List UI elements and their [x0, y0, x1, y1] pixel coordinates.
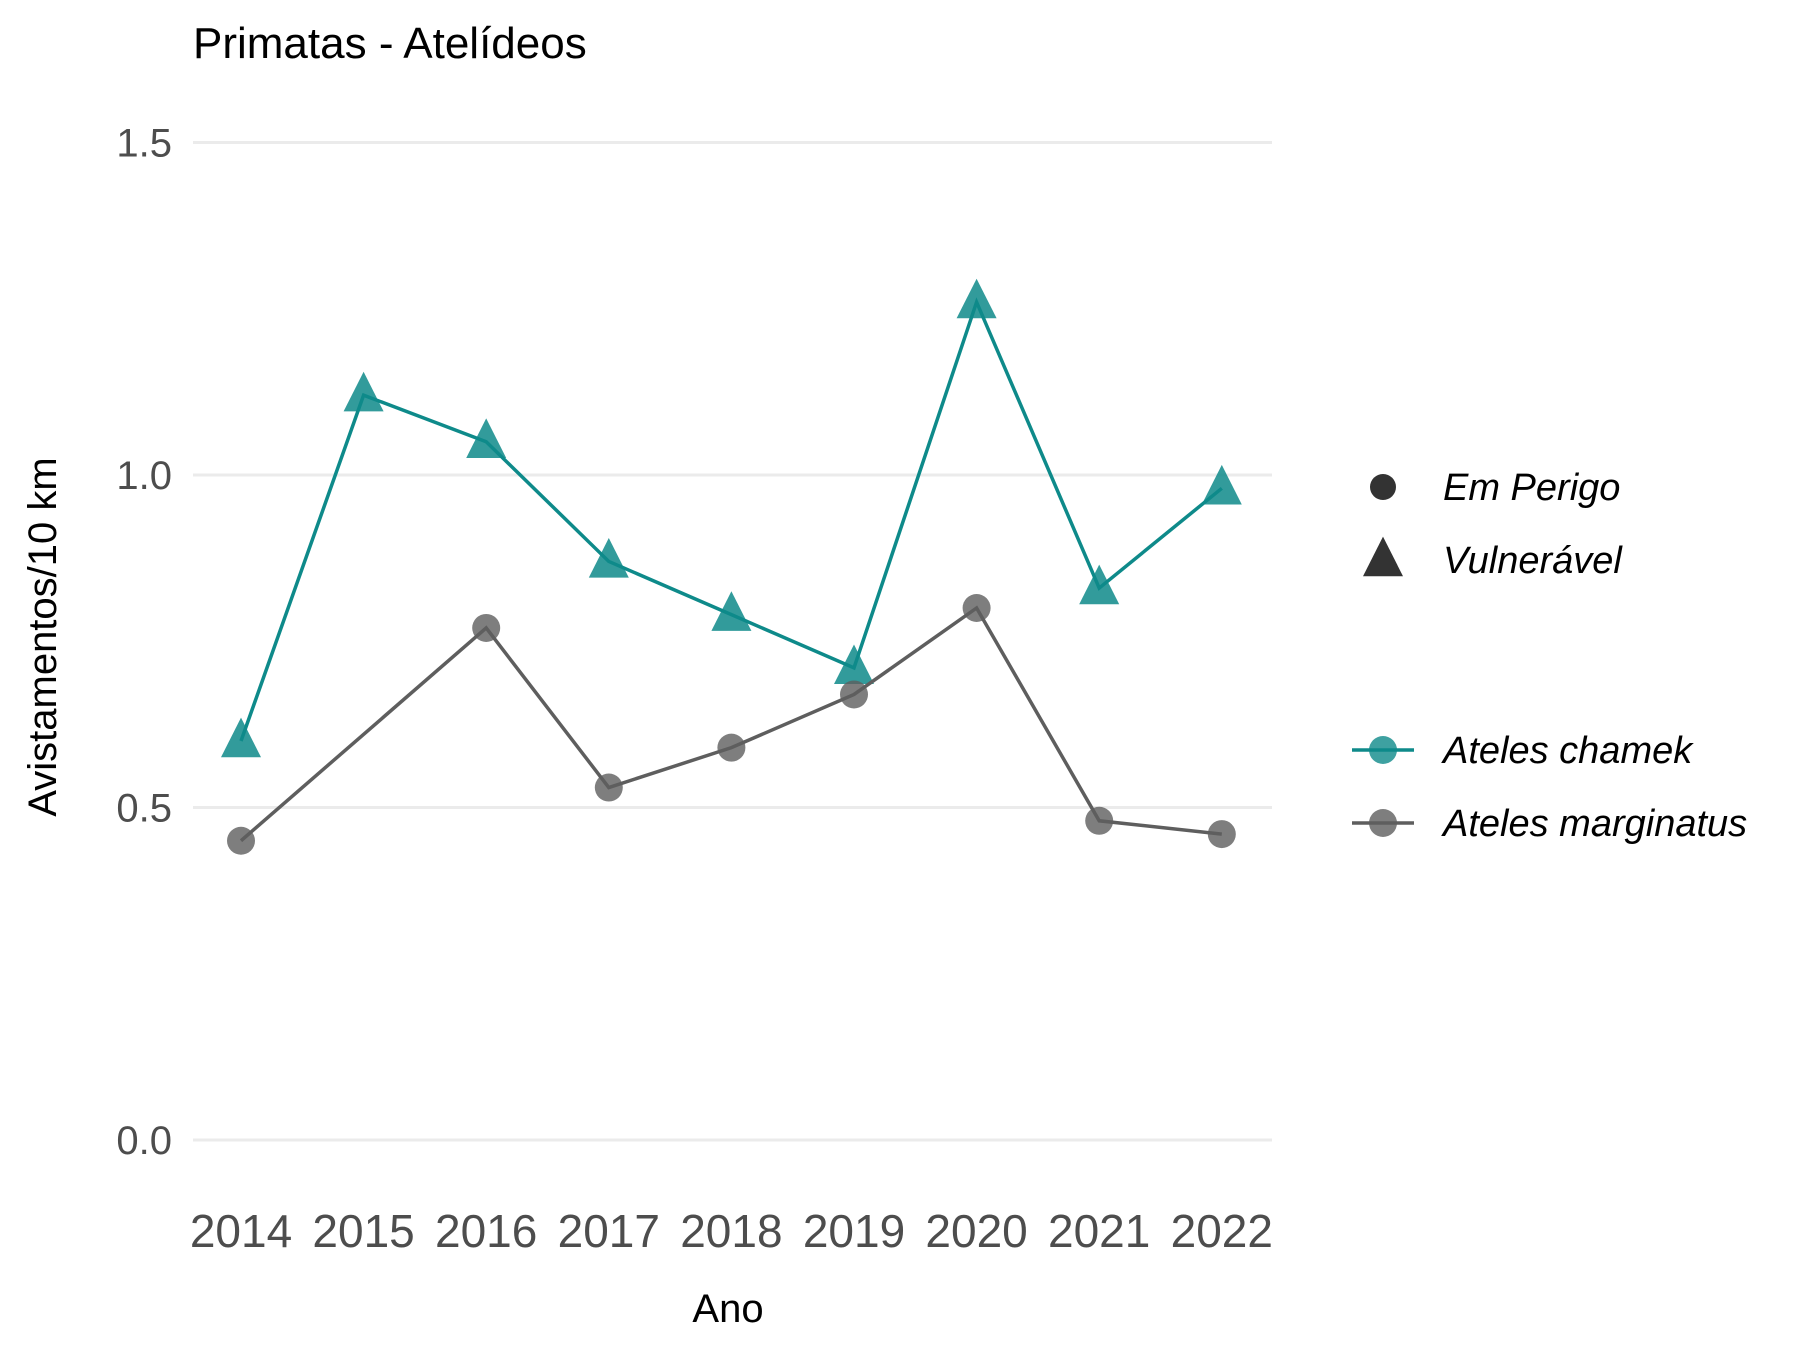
x-tick-label: 2015	[312, 1205, 414, 1257]
legend-triangle-key	[1363, 536, 1403, 577]
legend-label: Ateles marginatus	[1441, 803, 1747, 845]
y-axis-title: Avistamentos/10 km	[21, 457, 65, 816]
data-point	[594, 773, 623, 802]
y-tick-label: 1.5	[116, 122, 172, 166]
chart-title: Primatas - Atelídeos	[193, 19, 587, 68]
x-tick-label: 2021	[1048, 1205, 1150, 1257]
data-point	[1201, 464, 1242, 505]
data-point	[227, 826, 255, 855]
data-point	[956, 278, 997, 319]
legend-point-key	[1369, 736, 1397, 764]
data-point	[472, 613, 501, 642]
x-tick-label: 2017	[558, 1205, 660, 1257]
data-point	[834, 644, 874, 685]
data-point	[1207, 820, 1236, 849]
data-point	[221, 717, 261, 758]
series-ateles-chamek	[221, 278, 1242, 758]
legend-label: Vulnerável	[1443, 540, 1623, 582]
series-line	[239, 297, 1223, 742]
y-tick-label: 1.0	[116, 454, 172, 498]
data-point	[717, 733, 746, 762]
y-tick-label: 0.0	[116, 1119, 172, 1163]
series-layer	[221, 278, 1242, 855]
series-ateles-marginatus	[227, 594, 1236, 855]
series-line	[239, 605, 1222, 843]
x-tick-label: 2016	[435, 1205, 537, 1257]
x-tick-label: 2014	[190, 1205, 292, 1257]
y-tick-labels: 0.0 0.5 1.0 1.5	[116, 122, 172, 1164]
x-tick-labels: 2014 2015 2016 2017 2018 2019 2020 2021 2022	[190, 1205, 1273, 1257]
legend-label: Em Perigo	[1443, 467, 1620, 509]
data-point	[588, 538, 629, 578]
x-tick-label: 2018	[680, 1205, 782, 1257]
data-point	[343, 371, 384, 412]
data-point	[1079, 564, 1120, 605]
y-tick-label: 0.5	[116, 787, 172, 831]
data-point	[962, 594, 991, 622]
data-point	[840, 680, 868, 709]
legend-circle-key	[1370, 474, 1396, 500]
legend-label: Ateles chamek	[1441, 730, 1694, 772]
x-tick-label: 2019	[803, 1205, 905, 1257]
data-point	[711, 591, 752, 631]
legend-point-key	[1369, 809, 1397, 837]
x-tick-label: 2020	[925, 1205, 1027, 1257]
data-point	[1085, 806, 1114, 835]
x-tick-label: 2022	[1171, 1205, 1273, 1257]
legend: Em Perigo Vulnerável Ateles chamek Ateles m…	[1352, 467, 1747, 845]
gridlines	[193, 141, 1272, 1142]
x-axis-title: Ano	[692, 1287, 763, 1331]
data-point	[466, 418, 507, 458]
